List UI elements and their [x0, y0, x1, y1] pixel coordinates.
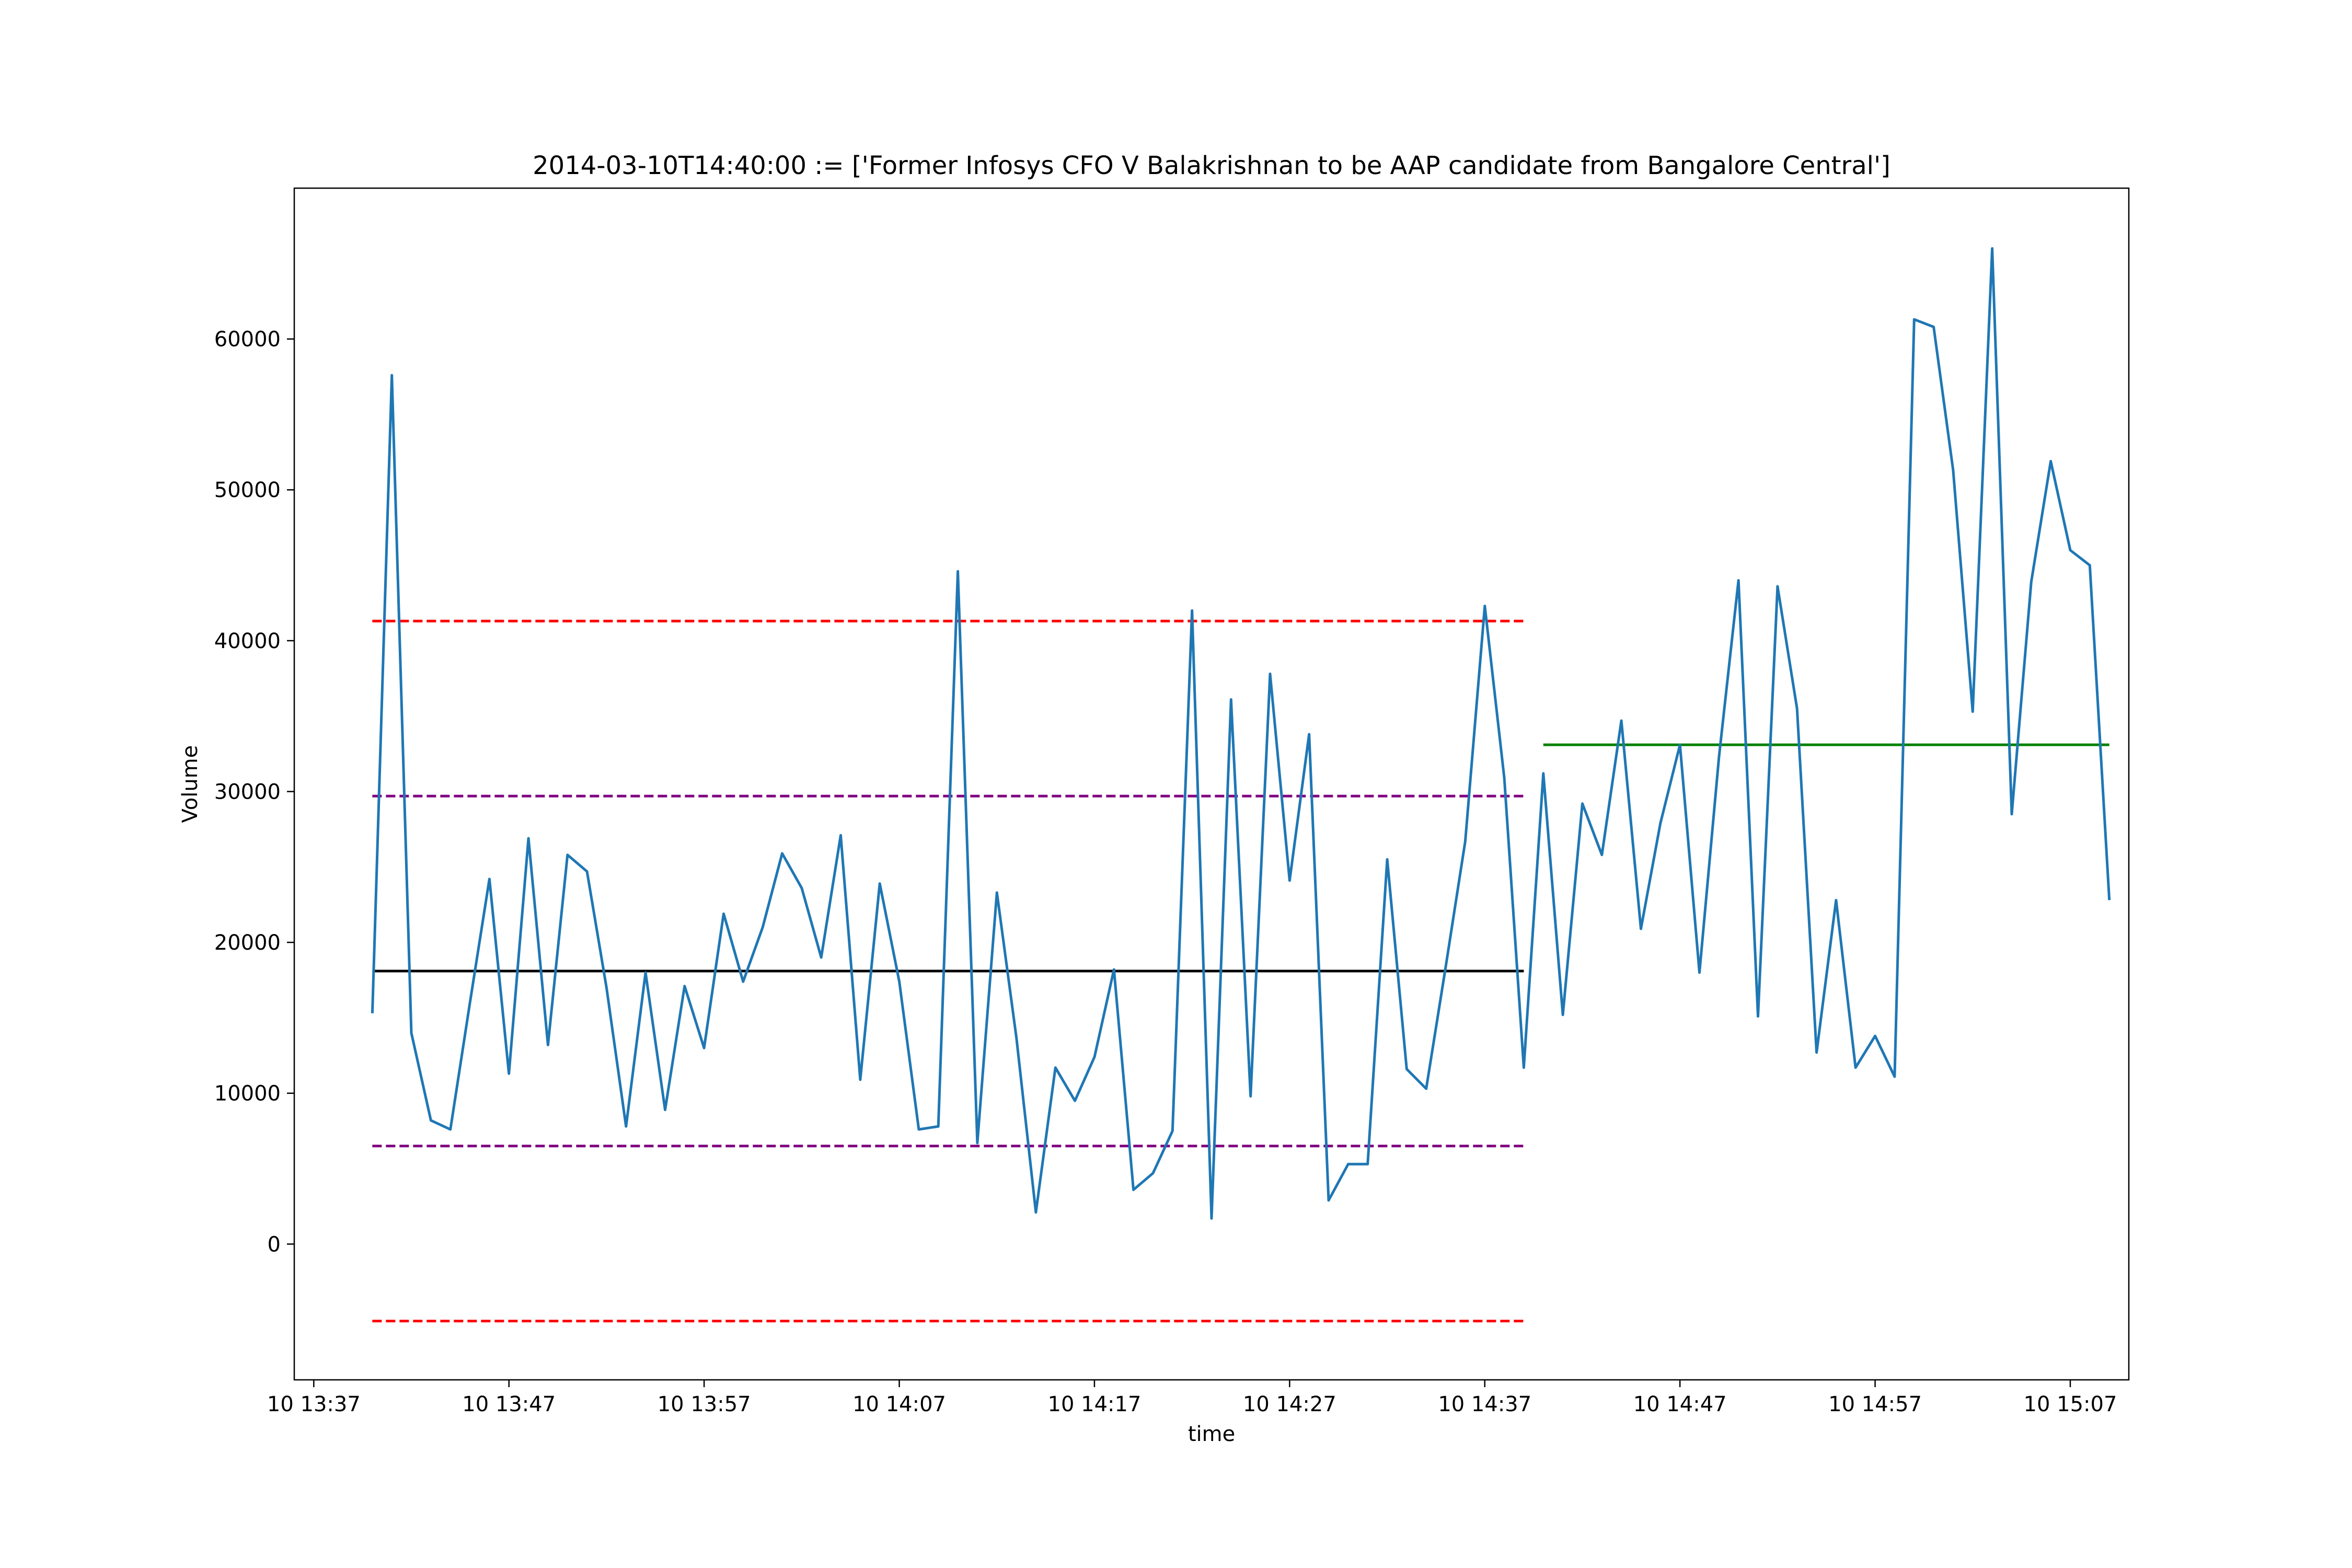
x-tick-label: 10 13:47: [462, 1392, 556, 1416]
y-tick-label: 30000: [214, 780, 281, 804]
x-tick-label: 10 13:57: [658, 1392, 751, 1416]
y-tick-label: 10000: [214, 1082, 281, 1106]
x-tick-label: 10 14:17: [1048, 1392, 1142, 1416]
series-line-0: [371, 247, 2111, 1220]
y-tick-label: 0: [268, 1232, 281, 1256]
y-axis-label: Volume: [178, 745, 202, 823]
x-axis: 10 13:37 10 13:47 10 13:57 10 14:07 10 14:17…: [267, 1380, 2117, 1416]
x-tick-label: 10 14:37: [1438, 1392, 1531, 1416]
x-tick-label: 10 13:37: [267, 1392, 361, 1416]
x-tick-label: 10 15:07: [2024, 1392, 2117, 1416]
reference-lines: [372, 619, 2109, 1322]
x-tick-label: 10 14:07: [852, 1392, 946, 1416]
plot-frame: [293, 187, 2130, 1381]
chart-title: 2014-03-10T14:40:00 := ['Former Infosys …: [533, 151, 1890, 180]
y-tick-label: 60000: [214, 328, 281, 352]
series-layer: [371, 247, 2111, 1220]
x-tick-label: 10 14:47: [1633, 1392, 1727, 1416]
y-tick-label: 20000: [214, 931, 281, 955]
y-tick-label: 50000: [214, 478, 281, 502]
x-axis-label: time: [1188, 1422, 1235, 1446]
x-tick-label: 10 14:57: [1828, 1392, 1922, 1416]
y-tick-label: 40000: [214, 629, 281, 653]
y-axis: 0 10000 20000 30000 40000 50000 60000: [214, 328, 294, 1256]
x-tick-label: 10 14:27: [1243, 1392, 1336, 1416]
